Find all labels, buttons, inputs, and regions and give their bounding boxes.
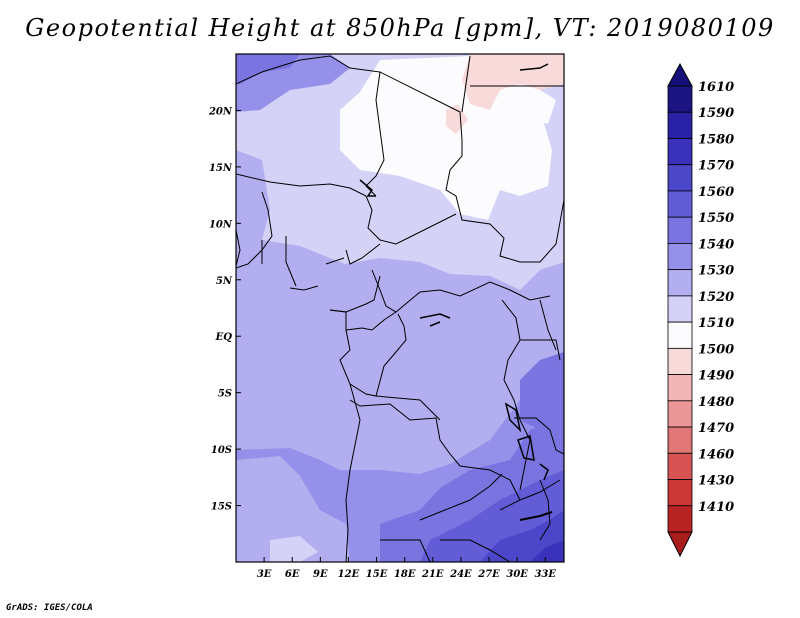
colorbar-label: 1430 [698,474,734,489]
colorbar-label: 1460 [698,447,734,462]
contour-1580-southeast [530,540,564,562]
lat-tick-label: 20N [208,106,233,117]
lon-tick-label: 18E [394,569,416,580]
height-field [236,54,564,562]
lon-tick-label: 33E [534,569,556,580]
lon-tick-label: 30E [506,569,528,580]
colorbar-box [667,400,693,428]
colorbar-label: 1490 [698,369,734,384]
lat-tick-label: 15N [209,163,233,174]
lon-tick-label: 27E [477,569,500,580]
colorbar-label: 1510 [698,316,734,331]
colorbar-label: 1550 [698,211,734,226]
colorbar-label: 1540 [698,237,734,252]
country-borders [236,55,564,562]
colorbar-box [667,111,693,139]
lon-tick-label: 15E [366,569,388,580]
map-frame [235,53,565,563]
colorbar-label: 1580 [698,132,734,147]
lon-tick-label: 6E [285,569,300,580]
contour-1520-southwest-patch [270,536,318,562]
colorbar-box [667,374,693,402]
colorbar-box [667,190,693,218]
colorbar-label: 1470 [698,421,734,436]
lat-tick-label: 10S [211,445,232,456]
colorbar-box [667,479,693,507]
lon-tick-label: 12E [338,569,360,580]
colorbar-label: 1480 [698,395,734,410]
colorbar-label: 1530 [698,264,734,279]
lat-tick-label: EQ [215,332,233,343]
colorbar-box [667,321,693,349]
colorbar-box [667,426,693,454]
colorbar-label: 1520 [698,290,734,305]
grads-footer: GrADS: IGES/COLA [6,603,93,613]
latitude-axis: 20N 15N 10N 5N EQ 5S 10S 15S [208,106,241,513]
lon-tick-label: 24E [449,569,472,580]
contour-1550-east [520,352,564,430]
colorbar-top-arrow [667,62,693,87]
colorbar-box [667,347,693,375]
contour-1510-sahara [340,56,552,220]
colorbar-box [667,138,693,166]
contour-1530-southwest [236,456,350,562]
lat-tick-label: 5N [216,276,233,287]
colorbar-box [667,505,693,533]
lon-tick-label: 9E [313,569,328,580]
colorbar-box [667,269,693,297]
contour-1510-patch-ne [520,84,556,124]
longitude-axis: 3E 6E 9E 12E 15E 18E 21E 24E 27E 30E 33E [257,557,556,580]
lon-tick-label: 21E [421,569,444,580]
colorbar-label: 1590 [698,106,734,121]
colorbar-box [667,216,693,244]
colorbar-box [667,452,693,480]
colorbar-box [667,164,693,192]
colorbar-label: 1570 [698,159,734,174]
colorbar-box [667,85,693,113]
colorbar-label: 1410 [698,500,734,515]
colorbar-labels: 1610 1590 1580 1570 1560 1550 1540 1530 1520 1510… [698,80,734,515]
colorbar-box [667,295,693,323]
contour-1570-southeast [480,510,564,562]
contour-1530-west [236,150,270,240]
lat-tick-label: 15S [211,502,232,513]
colorbar-boxes [667,85,693,533]
lat-tick-label: 5S [218,389,232,400]
colorbar-bottom-arrow [667,531,693,558]
colorbar-label: 1560 [698,185,734,200]
lat-tick-label: 10N [209,219,233,230]
colorbar-label: 1610 [698,80,734,95]
lon-tick-label: 3E [257,569,272,580]
map-title: Geopotential Height at 850hPa [gpm], VT:… [25,14,775,42]
colorbar-box [667,243,693,271]
colorbar-label: 1500 [698,342,734,357]
